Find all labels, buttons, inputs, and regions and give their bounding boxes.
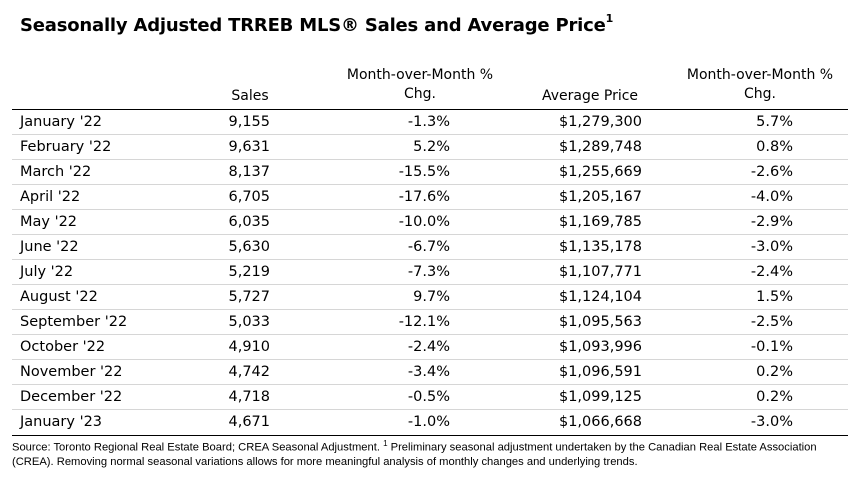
header-sales-mom-line2: Chg. [404, 86, 436, 102]
header-average-price: Average Price [541, 88, 639, 104]
header-sales: Sales [231, 88, 269, 104]
cell-sales-mom-chg: 9.7% [413, 289, 450, 305]
cell-sales: 6,035 [228, 214, 270, 230]
cell-sales-mom-chg: -1.3% [407, 114, 450, 130]
source-note: Source: Toronto Regional Real Estate Boa… [12, 437, 852, 469]
cell-sales: 4,671 [228, 414, 270, 430]
cell-price-mom-chg: -3.0% [750, 414, 793, 430]
header-sales-mom: Month-over-Month % Chg. [325, 66, 515, 104]
header-rule [12, 109, 848, 110]
cell-sales: 4,910 [228, 339, 270, 355]
table-row: August '22 5,727 9.7% $1,124,104 1.5% [12, 285, 848, 310]
cell-price-mom-chg: -3.0% [750, 239, 793, 255]
cell-average-price: $1,093,996 [558, 339, 642, 355]
cell-sales: 6,705 [228, 189, 270, 205]
cell-sales-mom-chg: -15.5% [398, 164, 450, 180]
table-row: June '22 5,630 -6.7% $1,135,178 -3.0% [12, 235, 848, 260]
cell-sales: 5,033 [228, 314, 270, 330]
cell-month: February '22 [20, 139, 112, 155]
table-row: October '22 4,910 -2.4% $1,093,996 -0.1% [12, 335, 848, 360]
cell-price-mom-chg: 1.5% [756, 289, 793, 305]
source-text-part2: Preliminary seasonal adjustment undertak… [12, 441, 817, 468]
table-row: February '22 9,631 5.2% $1,289,748 0.8% [12, 135, 848, 160]
cell-price-mom-chg: 0.2% [756, 364, 793, 380]
cell-month: May '22 [20, 214, 78, 230]
cell-price-mom-chg: 0.2% [756, 389, 793, 405]
table-row: December '22 4,718 -0.5% $1,099,125 0.2% [12, 385, 848, 410]
table-row: March '22 8,137 -15.5% $1,255,669 -2.6% [12, 160, 848, 185]
source-text-part1: Source: Toronto Regional Real Estate Boa… [12, 441, 384, 454]
cell-average-price: $1,255,669 [558, 164, 642, 180]
cell-price-mom-chg: -2.5% [750, 314, 793, 330]
cell-sales: 8,137 [228, 164, 270, 180]
cell-sales-mom-chg: -12.1% [398, 314, 450, 330]
cell-average-price: $1,066,668 [558, 414, 642, 430]
header-price-mom-line1: Month-over-Month % [686, 67, 834, 83]
cell-sales-mom-chg: -3.4% [407, 364, 450, 380]
table-row: January '22 9,155 -1.3% $1,279,300 5.7% [12, 110, 848, 135]
cell-month: January '22 [20, 114, 103, 130]
cell-average-price: $1,095,563 [558, 314, 642, 330]
cell-sales: 4,718 [228, 389, 270, 405]
table-row: April '22 6,705 -17.6% $1,205,167 -4.0% [12, 185, 848, 210]
cell-price-mom-chg: -4.0% [750, 189, 793, 205]
cell-month: September '22 [20, 314, 128, 330]
cell-month: December '22 [20, 389, 123, 405]
cell-average-price: $1,289,748 [558, 139, 642, 155]
cell-sales: 9,631 [228, 139, 270, 155]
table-row: September '22 5,033 -12.1% $1,095,563 -2.5% [12, 310, 848, 335]
cell-sales: 5,630 [228, 239, 270, 255]
cell-average-price: $1,107,771 [558, 264, 642, 280]
cell-sales-mom-chg: -2.4% [407, 339, 450, 355]
cell-price-mom-chg: -2.4% [750, 264, 793, 280]
cell-sales: 9,155 [228, 114, 270, 130]
cell-average-price: $1,169,785 [558, 214, 642, 230]
cell-sales-mom-chg: -7.3% [407, 264, 450, 280]
cell-month: January '23 [20, 414, 103, 430]
source-footnote-mark: 1 [383, 439, 388, 448]
cell-average-price: $1,124,104 [558, 289, 642, 305]
cell-sales-mom-chg: -6.7% [407, 239, 450, 255]
cell-sales-mom-chg: -1.0% [407, 414, 450, 430]
cell-price-mom-chg: -2.6% [750, 164, 793, 180]
cell-month: October '22 [20, 339, 106, 355]
cell-month: April '22 [20, 189, 81, 205]
header-sales-mom-line1: Month-over-Month % [346, 67, 494, 83]
cell-sales: 4,742 [228, 364, 270, 380]
footer-rule [12, 435, 848, 436]
cell-sales-mom-chg: -17.6% [398, 189, 450, 205]
cell-average-price: $1,205,167 [558, 189, 642, 205]
cell-average-price: $1,099,125 [558, 389, 642, 405]
table-row: January '23 4,671 -1.0% $1,066,668 -3.0% [12, 410, 848, 435]
cell-sales: 5,727 [228, 289, 270, 305]
cell-month: March '22 [20, 164, 92, 180]
table-body: January '22 9,155 -1.3% $1,279,300 5.7% Febru… [12, 110, 848, 435]
cell-sales-mom-chg: -10.0% [398, 214, 450, 230]
title-text: Seasonally Adjusted TRREB MLS® Sales and… [20, 15, 606, 36]
cell-month: June '22 [20, 239, 79, 255]
cell-month: August '22 [20, 289, 98, 305]
cell-average-price: $1,279,300 [558, 114, 642, 130]
cell-sales-mom-chg: -0.5% [407, 389, 450, 405]
cell-sales: 5,219 [228, 264, 270, 280]
cell-month: July '22 [20, 264, 74, 280]
cell-month: November '22 [20, 364, 123, 380]
table-row: July '22 5,219 -7.3% $1,107,771 -2.4% [12, 260, 848, 285]
cell-price-mom-chg: 5.7% [756, 114, 793, 130]
cell-price-mom-chg: -2.9% [750, 214, 793, 230]
table-row: May '22 6,035 -10.0% $1,169,785 -2.9% [12, 210, 848, 235]
cell-price-mom-chg: 0.8% [756, 139, 793, 155]
cell-price-mom-chg: -0.1% [750, 339, 793, 355]
cell-average-price: $1,096,591 [558, 364, 642, 380]
header-price-mom: Month-over-Month % Chg. [665, 66, 855, 104]
page-title: Seasonally Adjusted TRREB MLS® Sales and… [20, 12, 614, 36]
table-row: November '22 4,742 -3.4% $1,096,591 0.2% [12, 360, 848, 385]
cell-average-price: $1,135,178 [558, 239, 642, 255]
header-price-mom-line2: Chg. [744, 86, 776, 102]
cell-sales-mom-chg: 5.2% [413, 139, 450, 155]
title-footnote-mark: 1 [605, 12, 614, 25]
